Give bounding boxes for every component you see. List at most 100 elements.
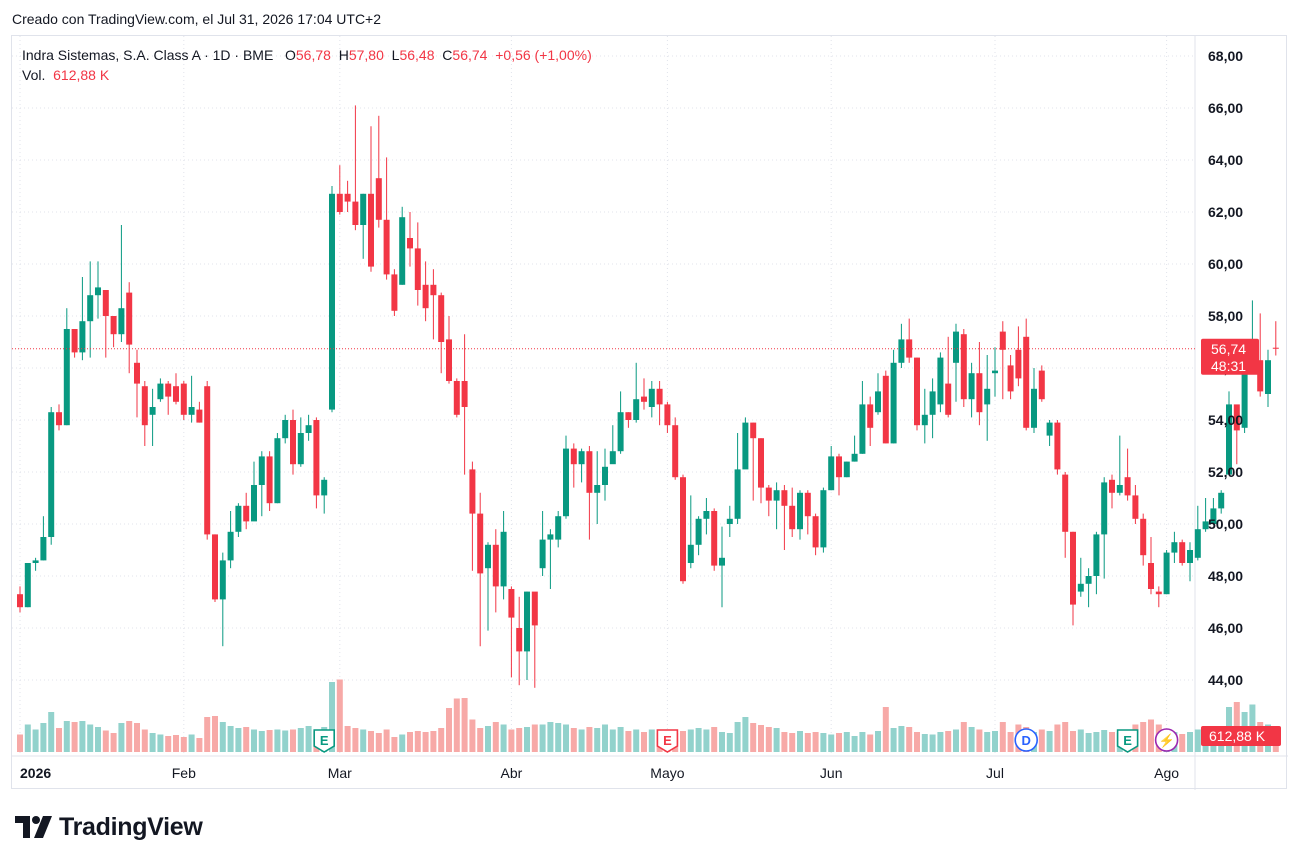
volume-bar xyxy=(305,726,312,752)
volume-bar xyxy=(1077,729,1084,752)
price-axis[interactable]: 68,0066,0064,0062,0060,0058,0056,0054,00… xyxy=(1208,48,1243,740)
candle-body xyxy=(1007,365,1014,392)
volume-bar xyxy=(695,728,702,752)
volume-bar xyxy=(524,727,530,752)
candle-body xyxy=(313,420,320,496)
volume-bar xyxy=(703,729,710,752)
volume-bar xyxy=(290,729,296,752)
price-tick-label: 68,00 xyxy=(1208,48,1243,64)
volume-bar xyxy=(882,707,889,752)
volume-bar xyxy=(633,729,640,752)
volume-bar xyxy=(180,737,187,752)
candle-body xyxy=(165,383,172,397)
time-axis[interactable]: 2026 Feb Mar Abr Mayo Jun Jul Ago xyxy=(20,765,1179,781)
candle-body xyxy=(219,560,226,600)
earnings-event-marker[interactable]: E xyxy=(313,729,335,753)
volume-bar xyxy=(602,724,608,752)
candle-body xyxy=(804,492,811,517)
volume-bar xyxy=(1007,732,1014,752)
volume-bar xyxy=(828,734,835,752)
volume-bar xyxy=(282,730,289,752)
candle-body xyxy=(1272,347,1279,349)
candle-body xyxy=(438,295,445,342)
candle-body xyxy=(898,339,905,363)
earnings-event-marker[interactable]: E xyxy=(656,729,679,753)
volume-bar xyxy=(843,732,850,752)
close-label: C xyxy=(442,47,453,63)
volume-bar xyxy=(407,732,413,752)
candle-body xyxy=(609,451,616,465)
volume-bar xyxy=(680,731,686,752)
volume-bar xyxy=(48,712,55,752)
volume-bar xyxy=(297,728,304,752)
open-label: O xyxy=(284,47,296,63)
symbol-title[interactable]: Indra Sistemas, S.A. Class A · 1D · BME xyxy=(22,47,274,63)
candle-body xyxy=(1054,422,1061,470)
candle-body xyxy=(430,284,437,296)
candle-body xyxy=(1187,550,1193,563)
volume-bar xyxy=(960,722,967,752)
price-tick-label: 50,00 xyxy=(1208,516,1243,532)
tradingview-logo[interactable]: TradingView xyxy=(15,812,203,842)
candle-body xyxy=(539,539,546,569)
tradingview-wordmark: TradingView xyxy=(59,812,203,841)
volume-bar xyxy=(383,729,390,752)
earnings-icon xyxy=(313,729,335,753)
volume-bar xyxy=(773,728,780,752)
grid xyxy=(12,36,1288,790)
candle-body xyxy=(1038,370,1045,400)
volume-bar xyxy=(812,732,819,752)
candle-body xyxy=(1109,479,1115,493)
volume-bar xyxy=(1179,734,1186,752)
earnings-event-marker[interactable]: E xyxy=(1116,729,1139,753)
volume-bar xyxy=(1085,733,1092,752)
volume-bar xyxy=(719,732,725,752)
ohlc-row: Indra Sistemas, S.A. Class A · 1D · BME … xyxy=(22,45,592,65)
volume-bar xyxy=(539,724,546,752)
candle-body xyxy=(1093,534,1100,576)
price-tick-label: 64,00 xyxy=(1208,152,1243,168)
volume-bar xyxy=(586,727,593,752)
volume-bar xyxy=(820,733,827,752)
candle-body xyxy=(1218,492,1225,509)
candle-body xyxy=(1163,552,1170,595)
volume-bar xyxy=(781,732,788,752)
candle-body xyxy=(851,453,858,462)
volume-bar xyxy=(867,734,874,752)
candle-body xyxy=(1015,349,1022,379)
price-tick-label: 62,00 xyxy=(1208,204,1243,220)
earnings-icon-label: E xyxy=(320,733,329,748)
volume-bar xyxy=(758,725,764,752)
dividend-icon xyxy=(1014,728,1039,752)
earnings-icon xyxy=(1116,729,1139,753)
volume-row: Vol. 612,88 K xyxy=(22,65,592,85)
event-markers[interactable]: E E D E ⚡ xyxy=(313,728,1179,753)
candle-body xyxy=(321,479,328,496)
price-tick-label: 46,00 xyxy=(1208,620,1243,636)
volume-bar xyxy=(531,724,538,752)
dividend-event-marker[interactable]: D xyxy=(1014,728,1039,752)
volume-bar xyxy=(391,737,398,752)
candle-body xyxy=(375,178,382,220)
candle-body xyxy=(446,339,452,381)
candle-body xyxy=(126,292,133,345)
price-tick-label: 66,00 xyxy=(1208,100,1243,116)
volume-bar xyxy=(1093,732,1100,752)
candle-body xyxy=(921,414,928,426)
candle-body xyxy=(297,433,304,465)
volume-bar xyxy=(500,724,507,752)
price-tick-label: 60,00 xyxy=(1208,256,1243,272)
close-value: 56,74 xyxy=(452,47,488,63)
candle-body xyxy=(17,594,23,608)
candle-body xyxy=(750,422,757,439)
candle-body xyxy=(1062,474,1069,532)
volume-bar xyxy=(851,736,858,752)
candle-body xyxy=(555,516,562,540)
candle-body xyxy=(968,373,975,400)
volume-badge-value: 612,88 K xyxy=(1209,728,1266,744)
split-event-marker[interactable]: ⚡ xyxy=(1154,728,1179,752)
candle-body xyxy=(882,375,889,444)
volume-bar xyxy=(453,698,460,752)
